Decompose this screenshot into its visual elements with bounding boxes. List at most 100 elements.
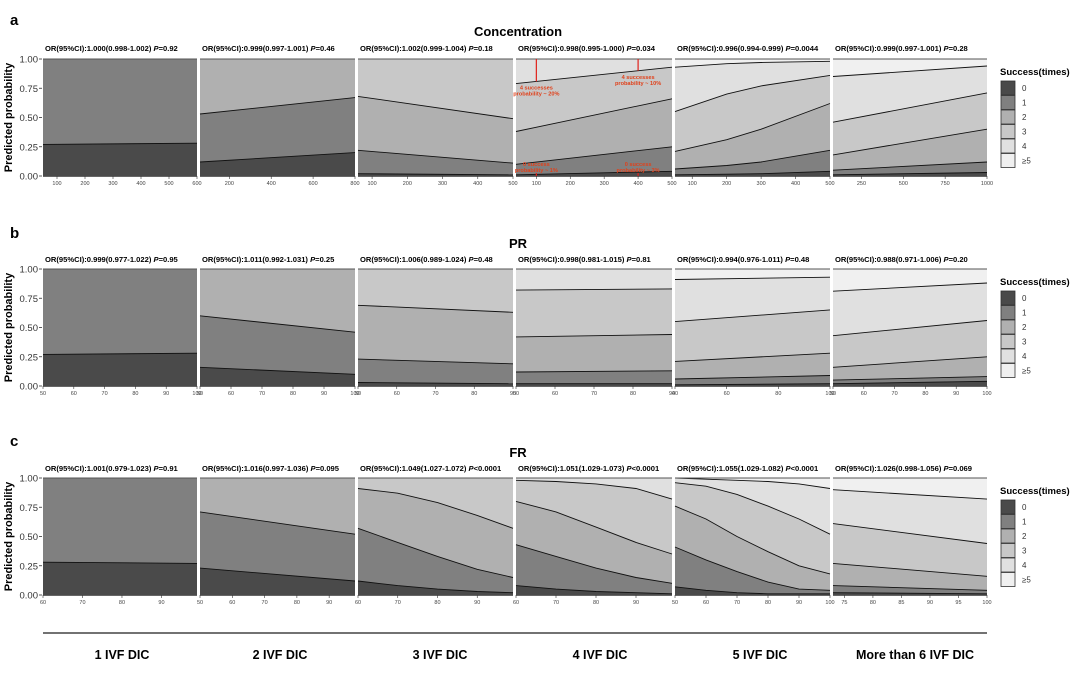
panel: OR(95%CI):1.002(0.999-1.004) P=0.18 100 20… (357, 44, 518, 187)
row-title: Concentration (474, 24, 562, 39)
p-value: =0.20 (949, 255, 968, 264)
boundary-line (199, 97, 356, 115)
x-tick-label: 70 (432, 391, 438, 397)
boundary-line (357, 173, 514, 176)
x-tick-label: 60 (355, 600, 361, 606)
x-tick-label: 90 (633, 600, 639, 606)
boundary-line (674, 482, 831, 535)
x-tick-label: 100 (350, 391, 359, 397)
legend-swatch (1000, 290, 1016, 306)
x-tick-label: 100 (192, 391, 201, 397)
x-tick-label: 80 (922, 391, 928, 397)
panel: OR(95%CI):0.999(0.997-1.001) P=0.46 200 40… (199, 44, 360, 187)
band-success-0 (43, 353, 197, 386)
or-label: OR(95%CI):1.016(0.997-1.036) P=0.095 (202, 464, 340, 473)
x-tick-label: 60 (394, 391, 400, 397)
x-tick-label: 80 (290, 391, 296, 397)
row-title: FR (509, 445, 527, 460)
band-success-3 (358, 269, 513, 313)
boundary-line (515, 500, 673, 555)
or-label: OR(95%CI):0.999(0.997-1.001) P=0.46 (202, 44, 335, 53)
boundary-line (674, 74, 831, 113)
x-tick-label: 400 (267, 181, 276, 187)
boundary-line (199, 315, 356, 333)
group-label: 2 IVF DIC (253, 648, 308, 662)
x-tick-label: 60 (703, 600, 709, 606)
p-symbol: P (468, 464, 474, 473)
legend-label: 2 (1022, 113, 1027, 122)
boundary-line (674, 309, 831, 323)
legend-label: 0 (1022, 294, 1027, 303)
boundary-line (515, 334, 673, 338)
p-value: =0.0044 (791, 44, 819, 53)
or-ci-text: OR(95%CI):0.999(0.997-1.001) (835, 44, 943, 53)
group-label: 1 IVF DIC (95, 648, 150, 662)
band-success-0 (43, 143, 197, 176)
band-success-1 (833, 376, 987, 384)
or-ci-text: OR(95%CI):1.001(0.979-1.023) (45, 464, 153, 473)
band-success-1 (675, 547, 830, 594)
band-success-3 (516, 288, 672, 337)
panel: OR(95%CI):0.998(0.981-1.015) P=0.81 50 60 7… (513, 255, 675, 397)
band-success-4 (516, 478, 672, 500)
or-label: OR(95%CI):1.011(0.992-1.031) P=0.25 (202, 255, 335, 264)
band-success-1 (358, 528, 513, 593)
x-tick-label: 50 (355, 391, 361, 397)
band-success-2 (833, 356, 987, 381)
p-symbol: P (943, 255, 949, 264)
legend-swatch (1000, 363, 1016, 378)
legend-label: ≥5 (1022, 367, 1031, 376)
band-success-0 (675, 171, 830, 176)
x-tick-label: 90 (669, 391, 675, 397)
or-label: OR(95%CI):1.055(1.029-1.082) P<0.0001 (677, 464, 819, 473)
panel: OR(95%CI):0.999(0.977-1.022) P=0.95 50 60 7… (40, 255, 202, 397)
row-c: c FR Predicted probability 0.00 0.25 0.50 0.75… (3, 433, 1070, 606)
x-tick-label: 100 (825, 600, 834, 606)
or-ci-text: OR(95%CI):0.988(0.971-1.006) (835, 255, 943, 264)
boundary-line (674, 375, 831, 380)
legend: Success(times) 0 1 2 3 4 ≥5 (1000, 486, 1070, 587)
y-tick-label: 0.75 (20, 84, 39, 95)
legend-label: 3 (1022, 547, 1027, 556)
annotation-text: probability ~ 10% (615, 81, 661, 87)
or-ci-text: OR(95%CI):0.994(0.976-1.011) (677, 255, 785, 264)
boundary-line (515, 585, 673, 595)
legend-label: 3 (1022, 128, 1027, 137)
or-label: OR(95%CI):0.988(0.971-1.006) P=0.20 (835, 255, 968, 264)
y-tick-label: 0.25 (20, 561, 39, 572)
x-tick-label: 60 (861, 391, 867, 397)
x-tick-label: 70 (591, 391, 597, 397)
band-success-1 (516, 370, 672, 384)
or-ci-text: OR(95%CI):1.026(0.998-1.056) (835, 464, 943, 473)
x-tick-label: 80 (775, 391, 781, 397)
or-ci-text: OR(95%CI):1.049(1.027-1.072) (360, 464, 468, 473)
legend-label: 1 (1022, 99, 1027, 108)
band-success-2 (200, 478, 355, 535)
legend-title: Success(times) (1000, 486, 1070, 497)
band-success-1 (358, 150, 513, 175)
y-tick-label: 0.75 (20, 294, 39, 305)
legend-label: ≥5 (1022, 576, 1031, 585)
legend-swatch (1000, 557, 1016, 573)
x-tick-label: 400 (136, 181, 145, 187)
y-tick-label: 0.25 (20, 352, 39, 363)
band-success-3 (358, 59, 513, 119)
p-value: =0.28 (949, 44, 968, 53)
x-tick-label: 80 (765, 600, 771, 606)
legend-swatch (1000, 334, 1016, 349)
boundary-line (674, 60, 831, 68)
x-tick-label: 200 (80, 181, 89, 187)
p-symbol: P (626, 44, 632, 53)
x-tick-label: 70 (892, 391, 898, 397)
band-success-4 (675, 277, 830, 322)
x-tick-label: 200 (225, 181, 234, 187)
band-success-≥5 (833, 59, 987, 77)
boundary-line (832, 282, 988, 292)
x-tick-label: 80 (119, 600, 125, 606)
y-tick-label: 0.00 (20, 172, 39, 183)
legend-swatch (1000, 514, 1016, 529)
band-success-3 (675, 309, 830, 362)
x-tick-label: 100 (982, 600, 991, 606)
x-tick-label: 60 (724, 391, 730, 397)
boundary-line (42, 352, 198, 355)
